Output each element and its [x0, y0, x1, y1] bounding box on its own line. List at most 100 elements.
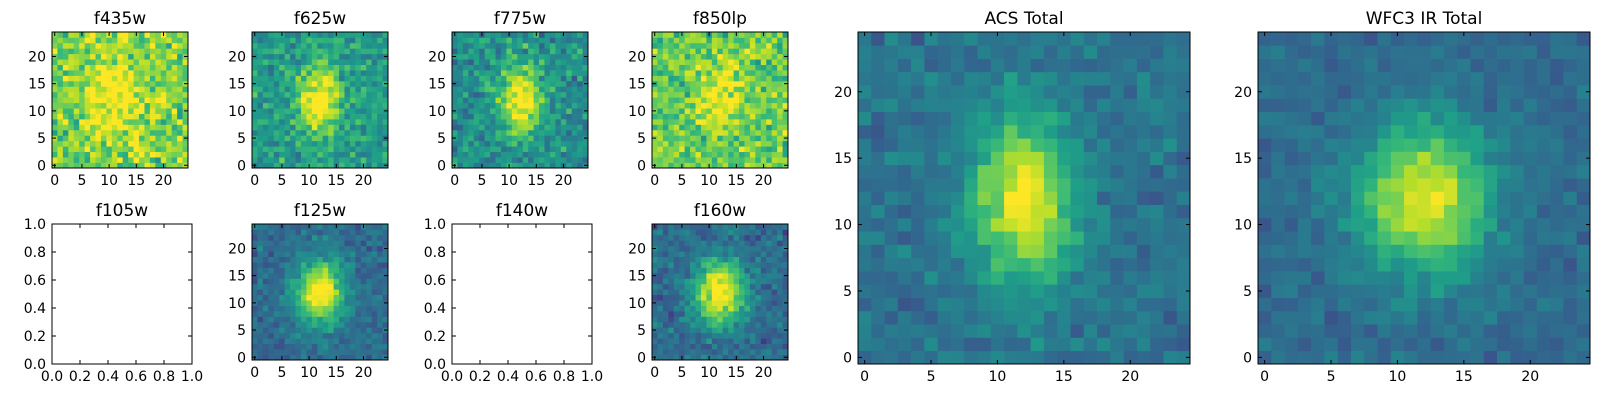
pixel: [349, 53, 356, 60]
pixel: [62, 124, 69, 131]
pixel: [950, 284, 965, 298]
pixel: [739, 354, 745, 361]
x-tick-label: 0: [50, 173, 59, 189]
pixel: [479, 129, 485, 136]
pixel: [739, 86, 745, 93]
pixel: [652, 91, 658, 98]
pixel: [57, 129, 64, 136]
pixel: [100, 32, 107, 38]
pixel: [555, 48, 562, 55]
pixel: [306, 311, 313, 317]
pixel: [177, 129, 183, 136]
pixel: [539, 91, 545, 98]
pixel: [1057, 217, 1071, 232]
pixel: [668, 224, 675, 230]
pixel: [549, 53, 556, 60]
pixel: [511, 53, 518, 60]
pixel: [566, 102, 573, 109]
pixel: [771, 289, 778, 296]
pixel: [262, 48, 269, 55]
pixel: [706, 289, 713, 296]
x-tick-label: 0: [860, 369, 869, 385]
pixel: [782, 140, 789, 147]
pixel: [744, 48, 751, 55]
pixel: [668, 229, 675, 236]
pixel: [964, 217, 978, 232]
pixel: [366, 349, 373, 355]
pixel: [1083, 244, 1098, 259]
pixel: [262, 80, 269, 87]
pixel: [117, 70, 124, 76]
pixel: [182, 86, 189, 93]
pixel: [766, 102, 773, 109]
pixel: [111, 70, 118, 76]
pixel: [268, 48, 275, 55]
pixel: [560, 42, 567, 49]
image-acs-total: [858, 32, 1191, 365]
pixel: [662, 97, 669, 104]
pixel: [62, 37, 69, 44]
pixel: [937, 204, 952, 219]
pixel: [711, 245, 718, 252]
pixel: [771, 240, 778, 247]
pixel: [311, 272, 318, 279]
pixel: [106, 97, 113, 104]
pixel: [295, 151, 302, 158]
pixel: [57, 102, 64, 109]
pixel: [462, 70, 469, 76]
pixel: [360, 48, 367, 55]
pixel: [273, 42, 280, 49]
pixel: [377, 70, 383, 76]
pixel: [695, 305, 702, 312]
pixel: [128, 124, 134, 131]
pixel: [560, 102, 567, 109]
pixel: [95, 86, 102, 93]
x-tick-label: 20: [755, 173, 773, 189]
pixel: [717, 267, 724, 274]
pixel: [252, 140, 258, 147]
pixel: [695, 108, 702, 114]
pixel: [268, 97, 275, 104]
pixel: [377, 162, 383, 169]
pixel: [695, 64, 702, 71]
pixel: [377, 321, 383, 328]
pixel: [500, 80, 507, 87]
pixel: [284, 32, 291, 38]
pixel: [782, 305, 789, 312]
pixel: [306, 283, 313, 290]
pixel: [339, 129, 345, 136]
pixel: [749, 102, 756, 109]
pixel: [690, 97, 696, 104]
pixel: [317, 113, 324, 120]
pixel: [684, 37, 691, 44]
pixel: [322, 102, 329, 109]
pixel: [333, 151, 340, 158]
pixel: [139, 64, 145, 71]
pixel: [706, 151, 713, 158]
pixel: [690, 316, 696, 323]
pixel: [652, 86, 658, 93]
pixel: [777, 124, 783, 131]
axes-frame-f850lp: [651, 31, 789, 169]
pixel: [84, 32, 91, 38]
pixel: [924, 337, 939, 352]
pixel: [728, 300, 734, 306]
pixel: [733, 229, 740, 236]
pixel: [695, 129, 702, 136]
pixel: [279, 157, 285, 163]
pixel: [924, 164, 939, 179]
pixel: [349, 42, 356, 49]
pixel: [484, 146, 491, 153]
pixel: [284, 102, 291, 109]
pixel: [668, 119, 675, 125]
pixel: [911, 45, 925, 59]
pixel: [528, 129, 534, 136]
pixel: [295, 113, 302, 120]
pixel: [273, 53, 280, 60]
pixel: [95, 80, 102, 87]
pixel: [884, 310, 899, 325]
pixel: [317, 321, 324, 328]
pixel: [257, 256, 264, 263]
pixel: [728, 289, 734, 296]
pixel: [695, 70, 702, 76]
